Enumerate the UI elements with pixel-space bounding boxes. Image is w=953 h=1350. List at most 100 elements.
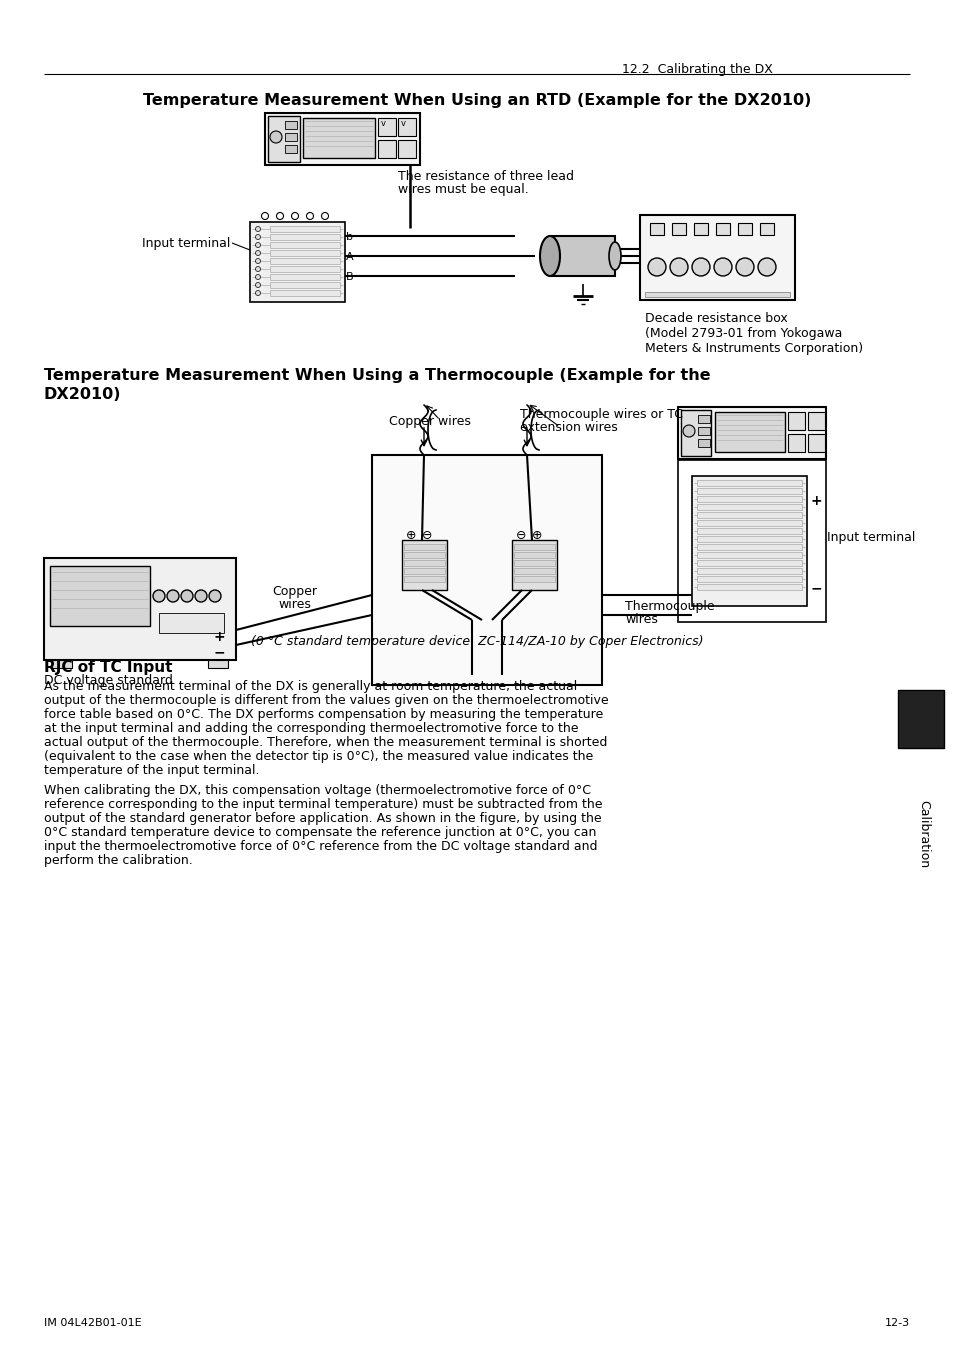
- Circle shape: [682, 425, 695, 437]
- Bar: [714, 412, 784, 452]
- Bar: [514, 552, 555, 558]
- Bar: [698, 439, 709, 447]
- Text: force table based on 0°C. The DX performs compensation by measuring the temperat: force table based on 0°C. The DX perform…: [44, 707, 602, 721]
- Text: extension wires: extension wires: [519, 421, 618, 433]
- Text: input the thermoelectromotive force of 0°C reference from the DC voltage standar: input the thermoelectromotive force of 0…: [44, 840, 597, 853]
- Circle shape: [152, 590, 165, 602]
- Bar: [697, 512, 801, 518]
- Circle shape: [321, 212, 328, 220]
- Bar: [512, 540, 557, 590]
- Circle shape: [270, 131, 282, 143]
- Ellipse shape: [608, 242, 620, 270]
- Bar: [377, 140, 395, 158]
- Text: ⊕: ⊕: [406, 529, 416, 541]
- Bar: [397, 117, 416, 136]
- Text: (equivalent to the case when the detector tip is 0°C), the measured value indica: (equivalent to the case when the detecto…: [44, 751, 593, 763]
- Text: Temperature Measurement When Using a Thermocouple (Example for the: Temperature Measurement When Using a The…: [44, 369, 710, 383]
- Bar: [697, 552, 801, 558]
- Bar: [514, 568, 555, 574]
- Text: (0 °C standard temperature device  ZC-114/ZA-10 by Coper Electronics): (0 °C standard temperature device ZC-114…: [251, 634, 702, 648]
- Text: RJC of TC Input: RJC of TC Input: [44, 660, 172, 675]
- Text: When calibrating the DX, this compensation voltage (thermoelectromotive force of: When calibrating the DX, this compensati…: [44, 784, 590, 796]
- Circle shape: [691, 258, 709, 275]
- Circle shape: [255, 266, 260, 271]
- Text: DC voltage standard: DC voltage standard: [44, 674, 172, 687]
- Bar: [265, 113, 419, 165]
- Text: Calibration: Calibration: [917, 801, 929, 868]
- Circle shape: [306, 212, 314, 220]
- Bar: [397, 140, 416, 158]
- Bar: [270, 250, 339, 256]
- Text: wires: wires: [278, 598, 311, 612]
- Bar: [697, 585, 801, 590]
- Text: ⊕: ⊕: [532, 529, 542, 541]
- Bar: [697, 544, 801, 549]
- Text: v: v: [380, 119, 385, 127]
- Text: Input terminal: Input terminal: [141, 238, 230, 250]
- Bar: [697, 520, 801, 526]
- Text: DX2010): DX2010): [44, 387, 121, 402]
- Text: 0°C standard temperature device to compensate the reference junction at 0°C, you: 0°C standard temperature device to compe…: [44, 826, 596, 838]
- Bar: [807, 412, 824, 431]
- Circle shape: [713, 258, 731, 275]
- Bar: [697, 560, 801, 566]
- Text: ⊖: ⊖: [516, 529, 526, 541]
- Bar: [716, 223, 729, 235]
- Bar: [680, 410, 710, 456]
- Text: Copper wires: Copper wires: [389, 414, 471, 428]
- Bar: [678, 460, 825, 622]
- Bar: [697, 536, 801, 541]
- Circle shape: [255, 243, 260, 247]
- Text: temperature of the input terminal.: temperature of the input terminal.: [44, 764, 259, 778]
- Circle shape: [292, 212, 298, 220]
- Bar: [807, 433, 824, 452]
- Bar: [285, 122, 296, 130]
- Text: +: +: [213, 630, 226, 644]
- Bar: [697, 528, 801, 535]
- Bar: [372, 455, 601, 684]
- Bar: [270, 274, 339, 279]
- Circle shape: [209, 590, 221, 602]
- Text: −: −: [810, 580, 821, 595]
- Bar: [403, 552, 444, 558]
- Circle shape: [255, 235, 260, 239]
- Bar: [698, 427, 709, 435]
- Bar: [698, 414, 709, 423]
- Circle shape: [276, 212, 283, 220]
- Circle shape: [255, 227, 260, 231]
- Bar: [208, 660, 228, 668]
- Bar: [678, 406, 825, 459]
- Bar: [303, 117, 375, 158]
- Bar: [403, 544, 444, 549]
- Bar: [738, 223, 751, 235]
- Text: Decade resistance box: Decade resistance box: [644, 312, 787, 325]
- Bar: [644, 292, 789, 297]
- Bar: [649, 223, 663, 235]
- Text: Temperature Measurement When Using an RTD (Example for the DX2010): Temperature Measurement When Using an RT…: [143, 93, 810, 108]
- Bar: [514, 544, 555, 549]
- Circle shape: [261, 212, 268, 220]
- Bar: [403, 560, 444, 566]
- Bar: [268, 116, 299, 162]
- Text: Thermocouple: Thermocouple: [624, 599, 714, 613]
- Text: output of the standard generator before application. As shown in the figure, by : output of the standard generator before …: [44, 811, 601, 825]
- Text: Meters & Instruments Corporation): Meters & Instruments Corporation): [644, 342, 862, 355]
- Text: −: −: [213, 645, 226, 659]
- Circle shape: [758, 258, 775, 275]
- Bar: [514, 576, 555, 582]
- Bar: [285, 134, 296, 140]
- Bar: [270, 234, 339, 240]
- Text: (Model 2793-01 from Yokogawa: (Model 2793-01 from Yokogawa: [644, 327, 841, 340]
- Text: 12.2  Calibrating the DX: 12.2 Calibrating the DX: [621, 63, 772, 76]
- Bar: [250, 221, 345, 302]
- Bar: [697, 487, 801, 494]
- Bar: [403, 568, 444, 574]
- Text: B: B: [346, 271, 354, 282]
- Bar: [691, 477, 806, 606]
- Text: wires must be equal.: wires must be equal.: [397, 184, 528, 196]
- Bar: [159, 613, 224, 633]
- Text: IM 04L42B01-01E: IM 04L42B01-01E: [44, 1318, 141, 1328]
- Bar: [270, 242, 339, 248]
- Text: wires: wires: [624, 613, 658, 626]
- Text: v: v: [400, 119, 405, 127]
